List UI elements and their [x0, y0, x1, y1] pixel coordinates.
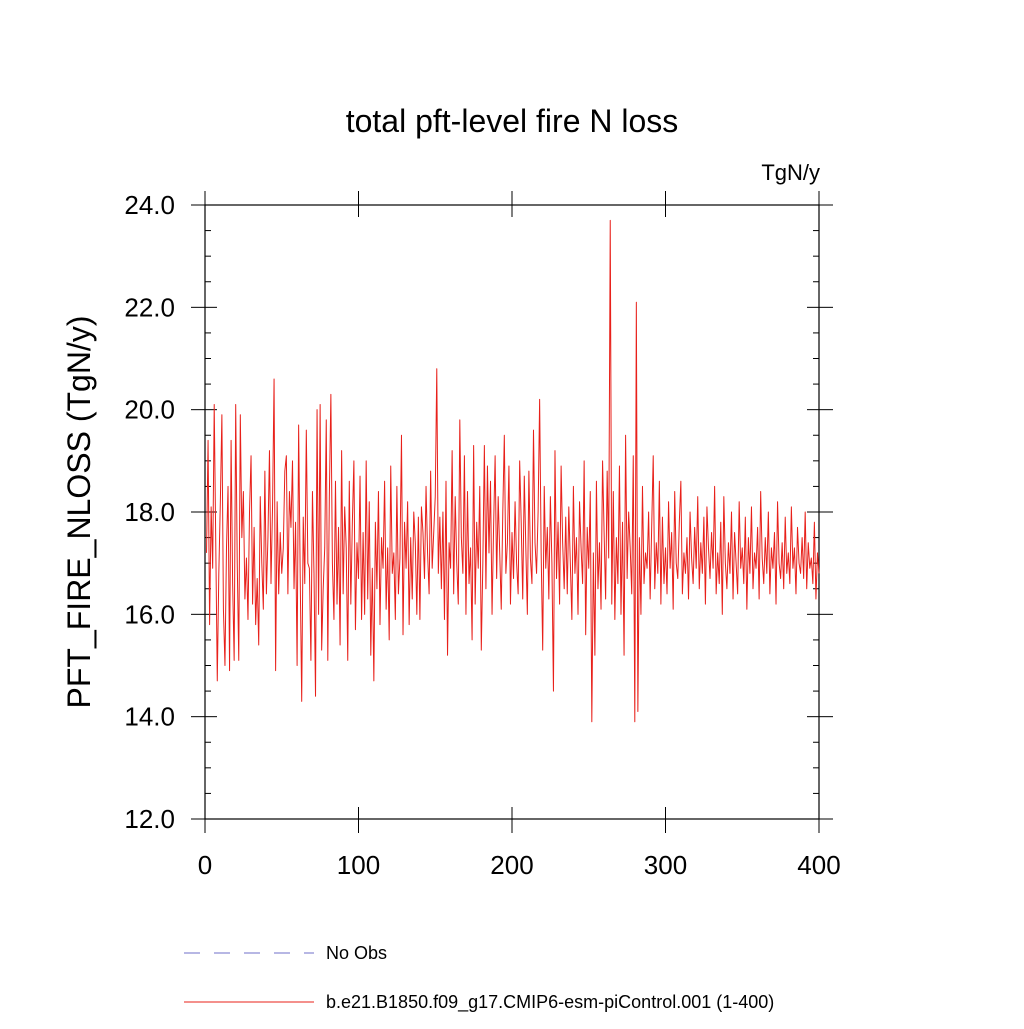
legend-label-model-run: b.e21.B1850.f09_g17.CMIP6-esm-piControl.… [326, 992, 774, 1013]
x-axis-ticks: 0 100 200 300 400 [198, 191, 841, 880]
series-layer [206, 219, 820, 723]
chart-title: total pft-level fire N loss [346, 103, 679, 139]
units-label: TgN/y [761, 160, 820, 185]
y-tick-label: 20.0 [124, 395, 175, 425]
y-axis-ticks: 12.0 14.0 16.0 18.0 20.0 22.0 24.0 [124, 190, 833, 834]
y-tick-label: 12.0 [124, 804, 175, 834]
y-tick-label: 24.0 [124, 190, 175, 220]
y-tick-label: 18.0 [124, 497, 175, 527]
x-tick-label: 100 [337, 850, 380, 880]
y-tick-label: 14.0 [124, 702, 175, 732]
y-tick-label: 22.0 [124, 292, 175, 322]
x-tick-label: 300 [644, 850, 687, 880]
legend-label-no-obs: No Obs [326, 943, 387, 963]
legend: No Obs b.e21.B1850.f09_g17.CMIP6-esm-piC… [184, 943, 774, 1013]
x-tick-label: 400 [797, 850, 840, 880]
series-line-1 [206, 219, 820, 723]
y-tick-label: 16.0 [124, 599, 175, 629]
x-tick-label: 200 [490, 850, 533, 880]
y-axis-label: PFT_FIRE_NLOSS (TgN/y) [61, 316, 97, 709]
x-tick-label: 0 [198, 850, 212, 880]
